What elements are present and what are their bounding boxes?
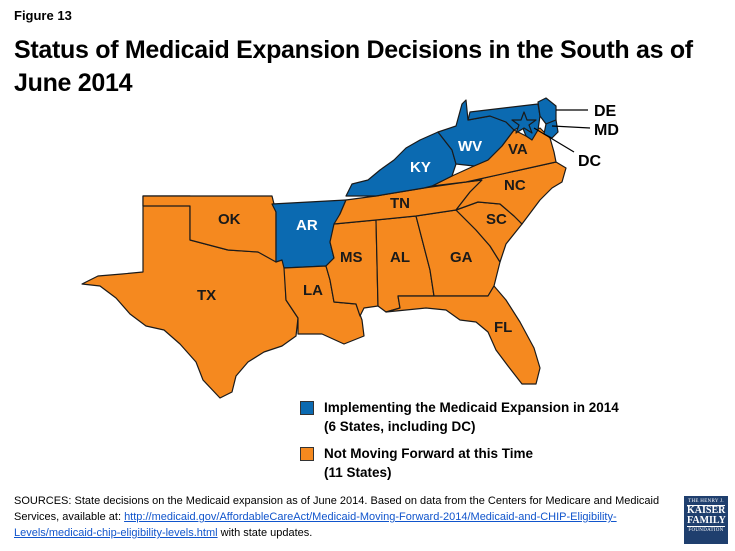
label-wv: WV bbox=[458, 138, 482, 155]
state-ms bbox=[325, 219, 379, 317]
dc-star-icon bbox=[511, 111, 537, 134]
label-dc: DC bbox=[578, 153, 602, 170]
state-md-eastern-shore bbox=[543, 119, 559, 139]
label-ms: MS bbox=[340, 249, 363, 266]
label-sc: SC bbox=[486, 211, 507, 228]
label-md: MD bbox=[594, 122, 619, 139]
kff-logo: THE HENRY J. KAISER FAMILY FOUNDATION bbox=[684, 496, 728, 544]
legend: Implementing the Medicaid Expansion in 2… bbox=[300, 398, 619, 490]
state-fl bbox=[385, 285, 541, 385]
sources-link[interactable]: http://medicaid.gov/AffordableCareAct/Me… bbox=[14, 511, 617, 539]
label-nc: NC bbox=[504, 177, 526, 194]
legend-item-not-moving: Not Moving Forward at this Time (11 Stat… bbox=[300, 444, 619, 482]
logo-family: FAMILY bbox=[687, 515, 726, 526]
label-al: AL bbox=[390, 249, 410, 266]
label-ok: OK bbox=[218, 211, 241, 228]
label-la: LA bbox=[303, 282, 323, 299]
sources-suffix: with state updates. bbox=[217, 527, 313, 539]
legend-implementing-line2: (6 States, including DC) bbox=[324, 419, 476, 434]
label-fl: FL bbox=[494, 319, 512, 336]
md-callout-line bbox=[551, 125, 591, 129]
state-md bbox=[467, 103, 541, 141]
legend-not-moving-line1: Not Moving Forward at this Time bbox=[324, 446, 534, 461]
dc-callout-line bbox=[533, 127, 575, 153]
legend-swatch-implementing bbox=[300, 401, 314, 415]
label-ga: GA bbox=[450, 249, 473, 266]
state-nc bbox=[455, 161, 567, 225]
label-ar: AR bbox=[296, 217, 318, 234]
logo-line2: KAISER FAMILY bbox=[687, 505, 726, 527]
label-va: VA bbox=[508, 141, 528, 158]
label-ky: KY bbox=[410, 159, 431, 176]
chart-title: Status of Medicaid Expansion Decisions i… bbox=[14, 36, 693, 97]
logo-line1: THE HENRY J. bbox=[688, 499, 724, 504]
legend-item-implementing: Implementing the Medicaid Expansion in 2… bbox=[300, 398, 619, 436]
label-tn: TN bbox=[390, 195, 410, 212]
sources-prefix: SOURCES: State decisions on the Medicaid… bbox=[14, 495, 660, 523]
logo-line3: FOUNDATION bbox=[688, 528, 724, 533]
logo-kaiser: KAISER bbox=[687, 505, 726, 516]
label-de: DE bbox=[594, 103, 617, 120]
legend-implementing-line1: Implementing the Medicaid Expansion in 2… bbox=[324, 400, 619, 415]
state-de bbox=[537, 97, 557, 125]
sources-note: SOURCES: State decisions on the Medicaid… bbox=[14, 493, 674, 541]
legend-not-moving-line2: (11 States) bbox=[324, 465, 392, 480]
figure-label: Figure 13 bbox=[14, 8, 72, 23]
legend-swatch-not-moving bbox=[300, 447, 314, 461]
label-tx: TX bbox=[197, 287, 216, 304]
